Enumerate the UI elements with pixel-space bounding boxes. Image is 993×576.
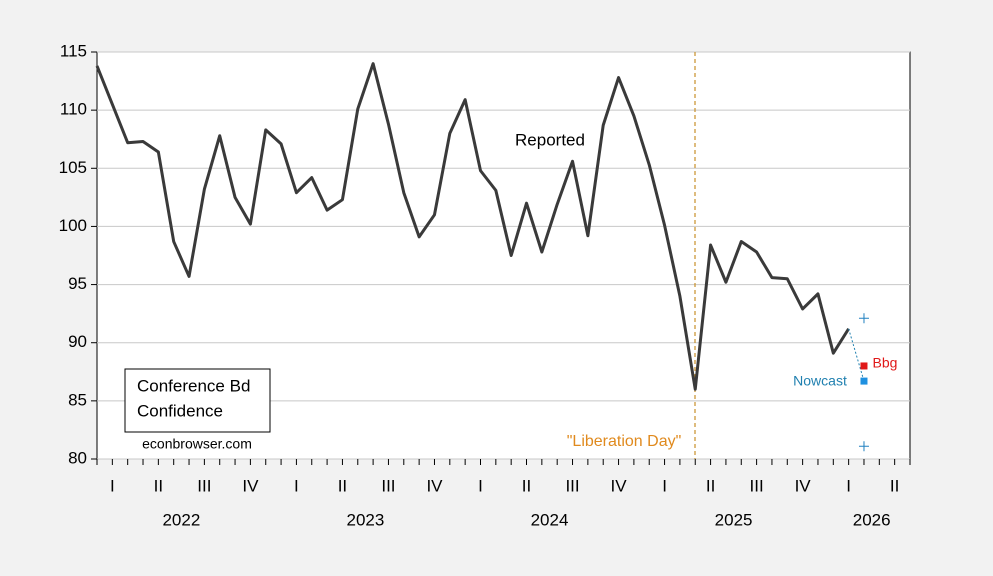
series-label: Reported xyxy=(515,130,585,149)
event-label: "Liberation Day" xyxy=(567,433,682,450)
y-tick-label: 105 xyxy=(59,158,87,177)
x-year-label: 2022 xyxy=(162,510,200,529)
series-label: Bbg xyxy=(873,355,898,371)
nowcast-connector xyxy=(848,328,865,382)
title-line: Confidence xyxy=(137,401,223,420)
x-tick-label: III xyxy=(197,476,211,495)
x-tick-label: I xyxy=(478,476,483,495)
nowcast-point xyxy=(860,377,868,385)
x-year-label: 2026 xyxy=(853,510,891,529)
x-tick-label: I xyxy=(662,476,667,495)
x-tick-label: II xyxy=(706,476,715,495)
y-tick-label: 110 xyxy=(60,100,87,119)
x-year-label: 2025 xyxy=(715,510,753,529)
x-tick-label: IV xyxy=(795,476,812,495)
x-tick-label: III xyxy=(381,476,395,495)
y-tick-label: 90 xyxy=(68,332,87,351)
x-year-label: 2024 xyxy=(531,510,569,529)
y-tick-label: 115 xyxy=(60,41,87,60)
y-tick-label: 100 xyxy=(59,216,87,235)
source: econbrowser.com xyxy=(142,436,252,452)
x-tick-label: IV xyxy=(242,476,259,495)
x-year-label: 2023 xyxy=(347,510,385,529)
bbg-point xyxy=(860,362,868,370)
title-box xyxy=(124,368,271,433)
x-tick-label: II xyxy=(522,476,531,495)
reported-line xyxy=(95,62,850,391)
nowcast-bound xyxy=(858,313,869,324)
x-tick-label: IV xyxy=(611,476,628,495)
x-tick-label: II xyxy=(154,476,163,495)
y-tick-label: 80 xyxy=(68,448,87,467)
nowcast-bound xyxy=(858,441,869,452)
x-tick-label: II xyxy=(890,476,899,495)
x-tick-label: I xyxy=(110,476,115,495)
x-tick-label: IV xyxy=(426,476,443,495)
x-tick-label: I xyxy=(294,476,299,495)
x-tick-label: III xyxy=(750,476,764,495)
y-tick-label: 85 xyxy=(68,390,87,409)
title-line: Conference Bd xyxy=(137,376,250,395)
x-tick-label: II xyxy=(338,476,347,495)
y-tick-label: 95 xyxy=(68,274,87,293)
x-tick-label: I xyxy=(846,476,851,495)
x-tick-label: III xyxy=(565,476,579,495)
series-label: Nowcast xyxy=(793,373,847,389)
